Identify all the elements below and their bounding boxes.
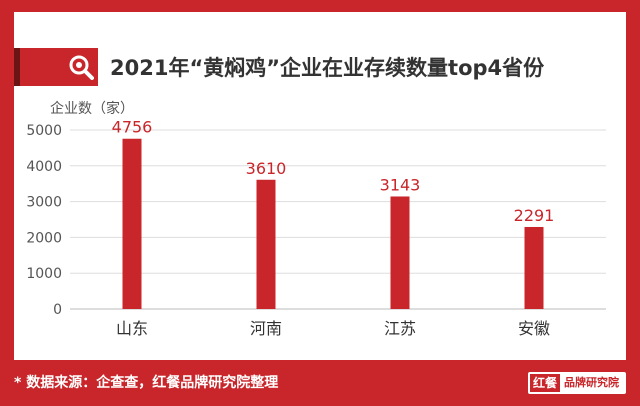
x-tick-label: 安徽 bbox=[518, 319, 550, 338]
x-tick-label: 山东 bbox=[116, 319, 148, 338]
chart-title: 2021年“黄焖鸡”企业在业存续数量top4省份 bbox=[110, 56, 545, 80]
title-accent-edge bbox=[14, 48, 20, 86]
y-tick-label: 4000 bbox=[26, 159, 62, 175]
brand-mark: 红餐 bbox=[530, 374, 560, 392]
chart-card: 2021年“黄焖鸡”企业在业存续数量top4省份 企业数（家） bbox=[14, 12, 626, 360]
x-tick-label: 河南 bbox=[250, 319, 282, 338]
y-tick-label: 1000 bbox=[26, 266, 62, 282]
y-tick-label: 0 bbox=[53, 302, 62, 318]
bar bbox=[390, 196, 410, 309]
x-tick-label: 江苏 bbox=[384, 319, 416, 338]
y-tick-label: 2000 bbox=[26, 230, 62, 246]
y-tick-label: 3000 bbox=[26, 195, 62, 211]
data-label: 2291 bbox=[514, 206, 555, 225]
search-icon bbox=[69, 55, 94, 80]
y-tick-label: 5000 bbox=[26, 123, 62, 139]
bar bbox=[256, 179, 276, 309]
bar-chart: 0 1000 2000 3000 4000 5000 4756 山东 3610 河南 3143 江苏 2… bbox=[26, 118, 606, 338]
y-axis-label: 企业数（家） bbox=[50, 101, 134, 117]
footer: * 数据来源：企查查，红餐品牌研究院整理 红餐 品牌研究院 bbox=[0, 362, 640, 406]
source-note: * 数据来源：企查查，红餐品牌研究院整理 bbox=[14, 375, 279, 391]
data-label: 3143 bbox=[380, 175, 421, 194]
bar bbox=[122, 138, 142, 309]
brand-logo: 红餐 品牌研究院 bbox=[528, 372, 626, 394]
bar bbox=[524, 226, 544, 309]
title-bar: 2021年“黄焖鸡”企业在业存续数量top4省份 bbox=[14, 48, 626, 92]
brand-name: 品牌研究院 bbox=[564, 376, 619, 389]
data-label: 3610 bbox=[246, 159, 287, 178]
title-accent bbox=[14, 48, 98, 86]
data-label: 4756 bbox=[112, 118, 153, 137]
